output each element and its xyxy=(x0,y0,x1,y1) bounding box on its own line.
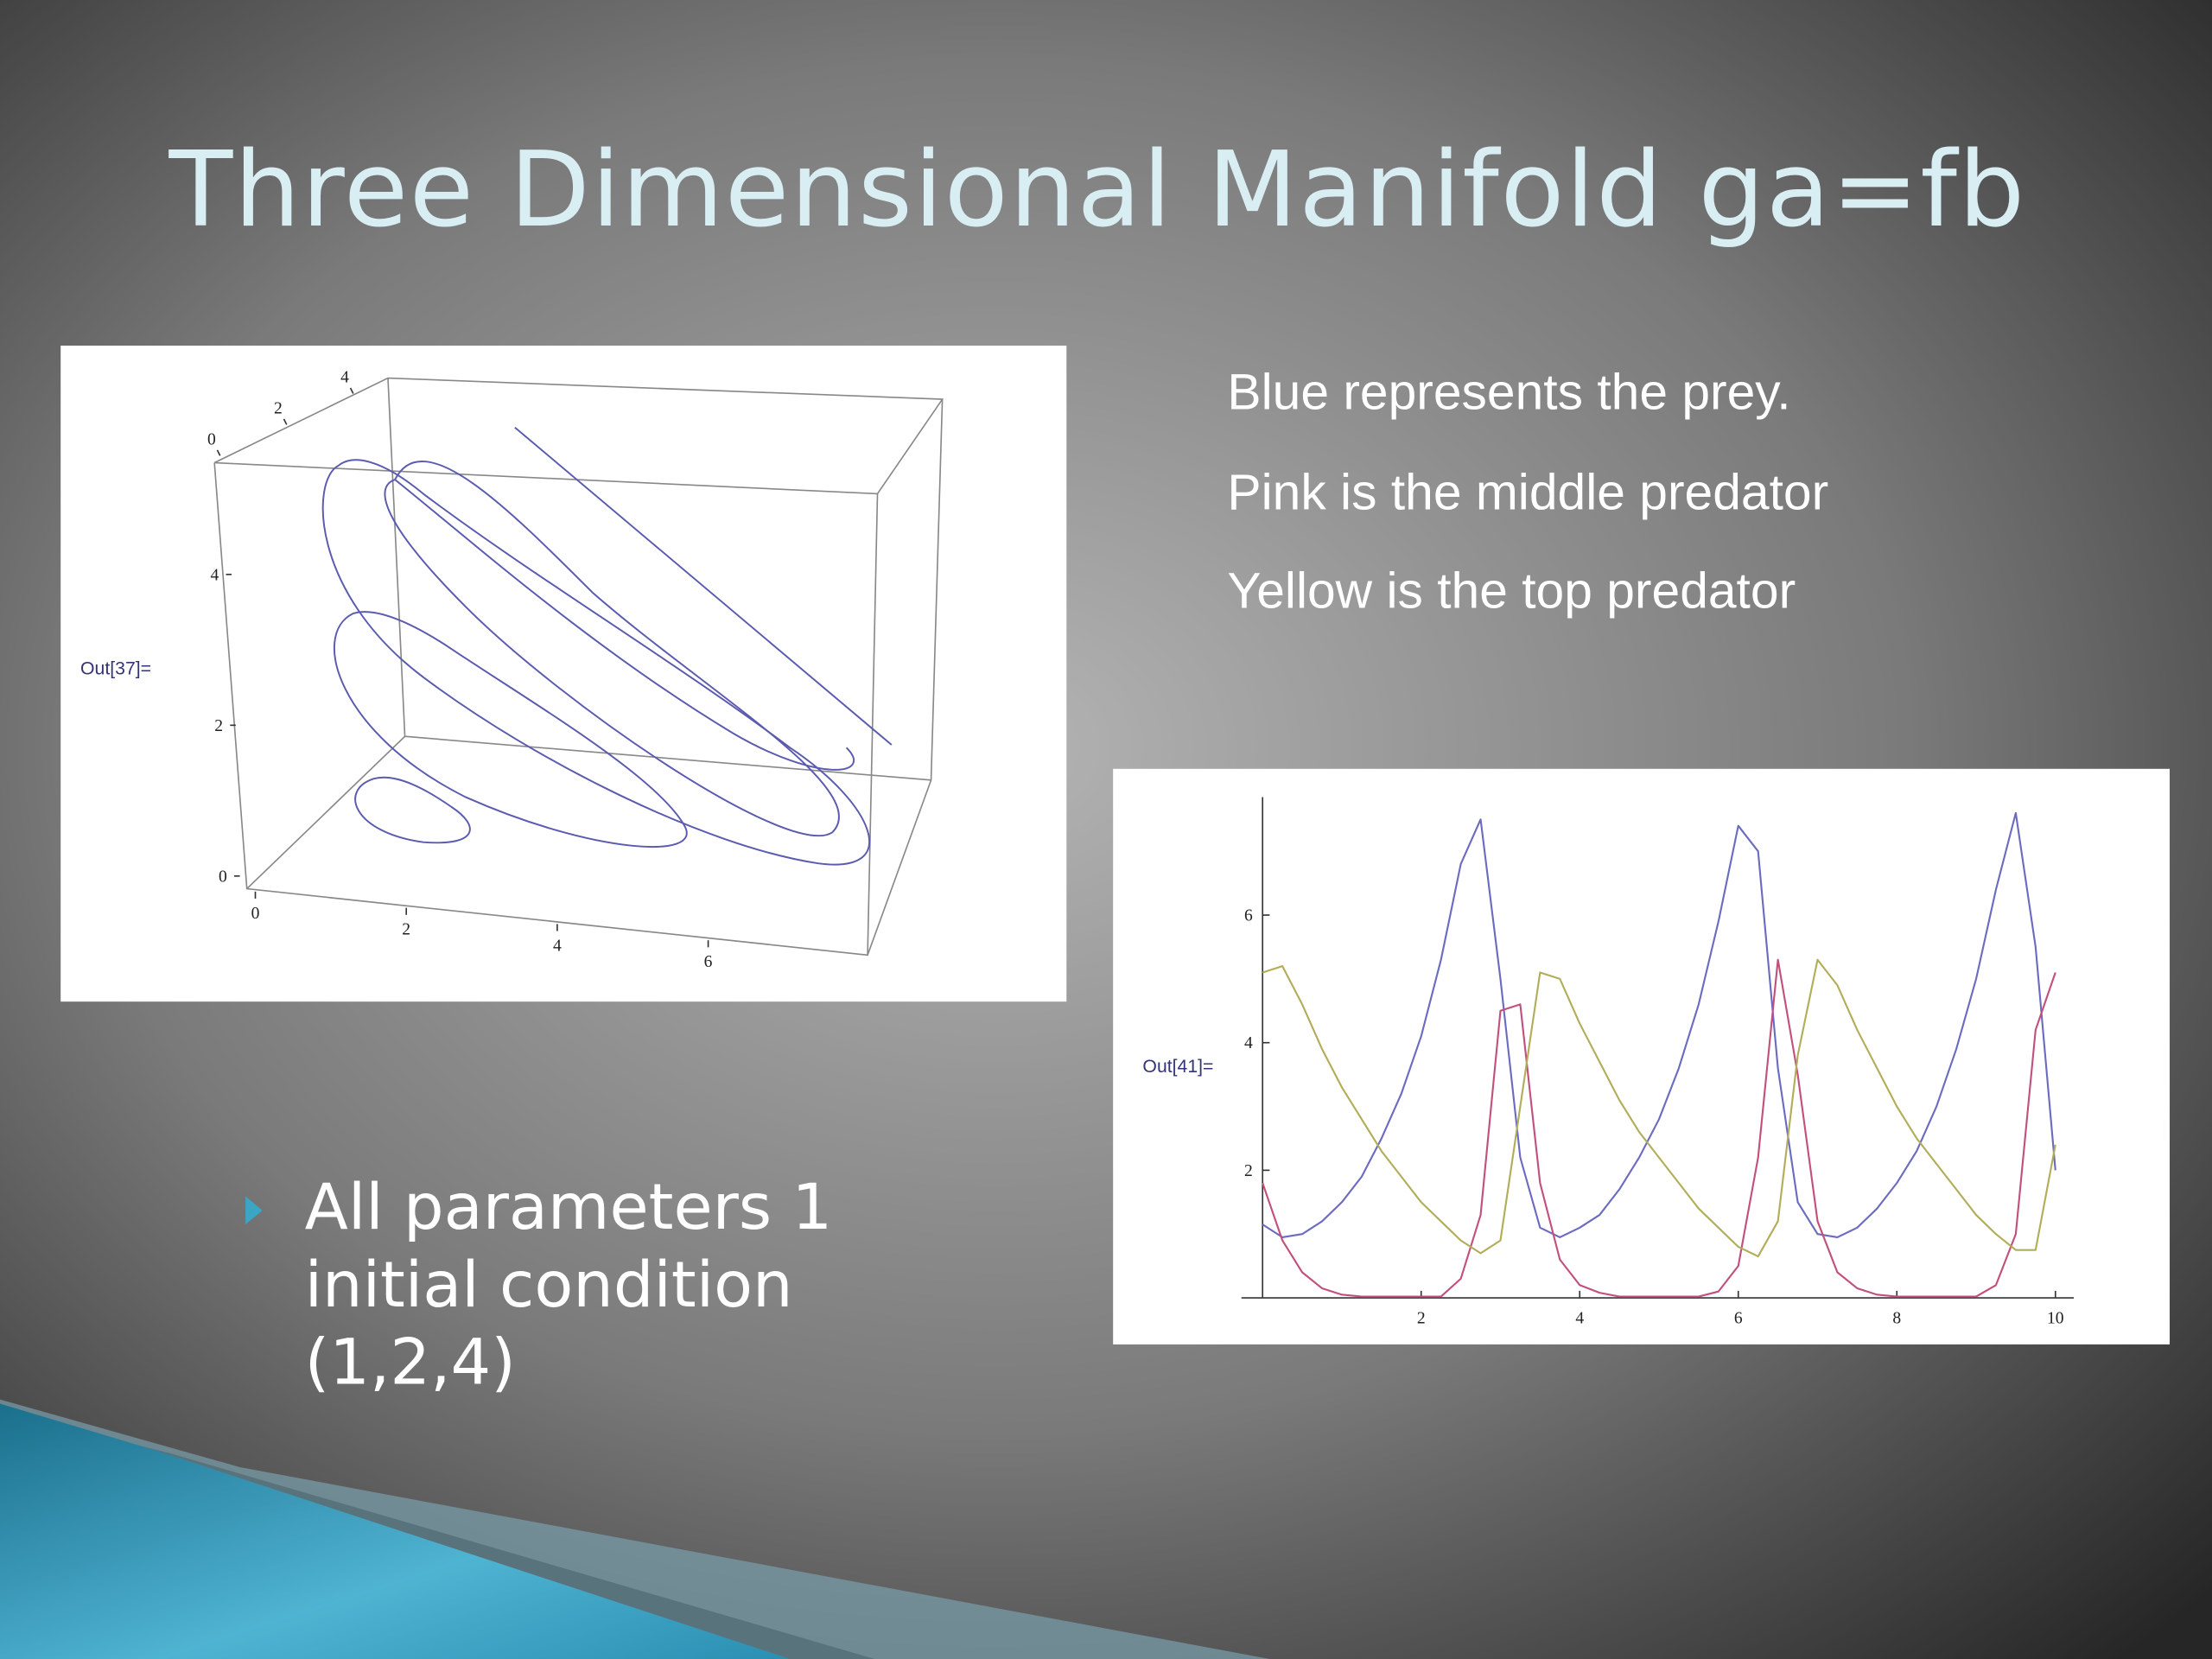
slide-title: Three Dimensional Manifold ga=fb xyxy=(168,130,2026,251)
trajectory-segment xyxy=(514,426,893,746)
figure-panel xyxy=(1113,768,2171,1344)
bullet-text: All parameters 1 xyxy=(305,1171,833,1244)
x-tick-label: 10 xyxy=(2047,1309,2064,1327)
x-tick-label: 2 xyxy=(1417,1309,1426,1327)
series-line xyxy=(1262,811,2056,1238)
y-tick-label: 4 xyxy=(340,368,349,386)
series-line xyxy=(1262,958,2056,1258)
y-tick-label: 2 xyxy=(274,399,283,417)
y-tick-label: 0 xyxy=(207,430,216,448)
figure-2d: Out[41]= 2 4 6 8 10 2 4 6 xyxy=(1113,768,2171,1344)
x-tick-label: 6 xyxy=(1734,1309,1743,1327)
edge xyxy=(213,377,944,495)
trajectory-loop xyxy=(321,459,870,866)
bullet-text: (1,2,4) xyxy=(305,1326,516,1400)
trajectory-loop xyxy=(354,776,471,844)
z-tick-label: 4 xyxy=(211,566,219,584)
note: Yellow is the top predator xyxy=(1227,563,1796,620)
tick-mark xyxy=(216,449,221,456)
figure-3d: Out[37]= 0 2 4 6 0 2 4 0 2 4 xyxy=(60,346,1067,1002)
z-tick-label: 2 xyxy=(214,717,223,735)
trajectory xyxy=(321,426,893,866)
x-tick-label: 4 xyxy=(553,937,562,955)
swoosh xyxy=(0,1403,791,1659)
z-tick-label: 0 xyxy=(219,868,227,886)
x-tick-label: 0 xyxy=(251,905,260,923)
x-tick-label: 8 xyxy=(1892,1309,1901,1327)
tick-mark xyxy=(283,418,288,425)
output-label: Out[41]= xyxy=(1142,1057,1213,1077)
x-tick-label: 4 xyxy=(1575,1309,1584,1327)
y-tick-label: 4 xyxy=(1244,1034,1253,1052)
note: Pink is the middle predator xyxy=(1227,464,1828,520)
trajectory-loop xyxy=(384,461,840,837)
series-line xyxy=(1262,958,2056,1298)
tick-mark xyxy=(349,387,354,394)
x-tick-label: 2 xyxy=(402,921,410,939)
y-tick-label: 6 xyxy=(1244,907,1253,925)
trajectory-loop xyxy=(334,611,688,848)
bullet-text: initial condition xyxy=(305,1249,793,1322)
output-label: Out[37]= xyxy=(80,658,151,678)
edge xyxy=(213,462,879,957)
box-edges xyxy=(213,377,944,957)
bullet-marker xyxy=(245,1196,263,1225)
figure-panel xyxy=(60,346,1067,1002)
trajectory-segment xyxy=(394,479,855,771)
edge xyxy=(246,735,406,890)
y-tick-label: 2 xyxy=(1244,1162,1253,1180)
note: Blue represents the prey. xyxy=(1227,364,1790,420)
x-tick-label: 6 xyxy=(704,953,713,971)
